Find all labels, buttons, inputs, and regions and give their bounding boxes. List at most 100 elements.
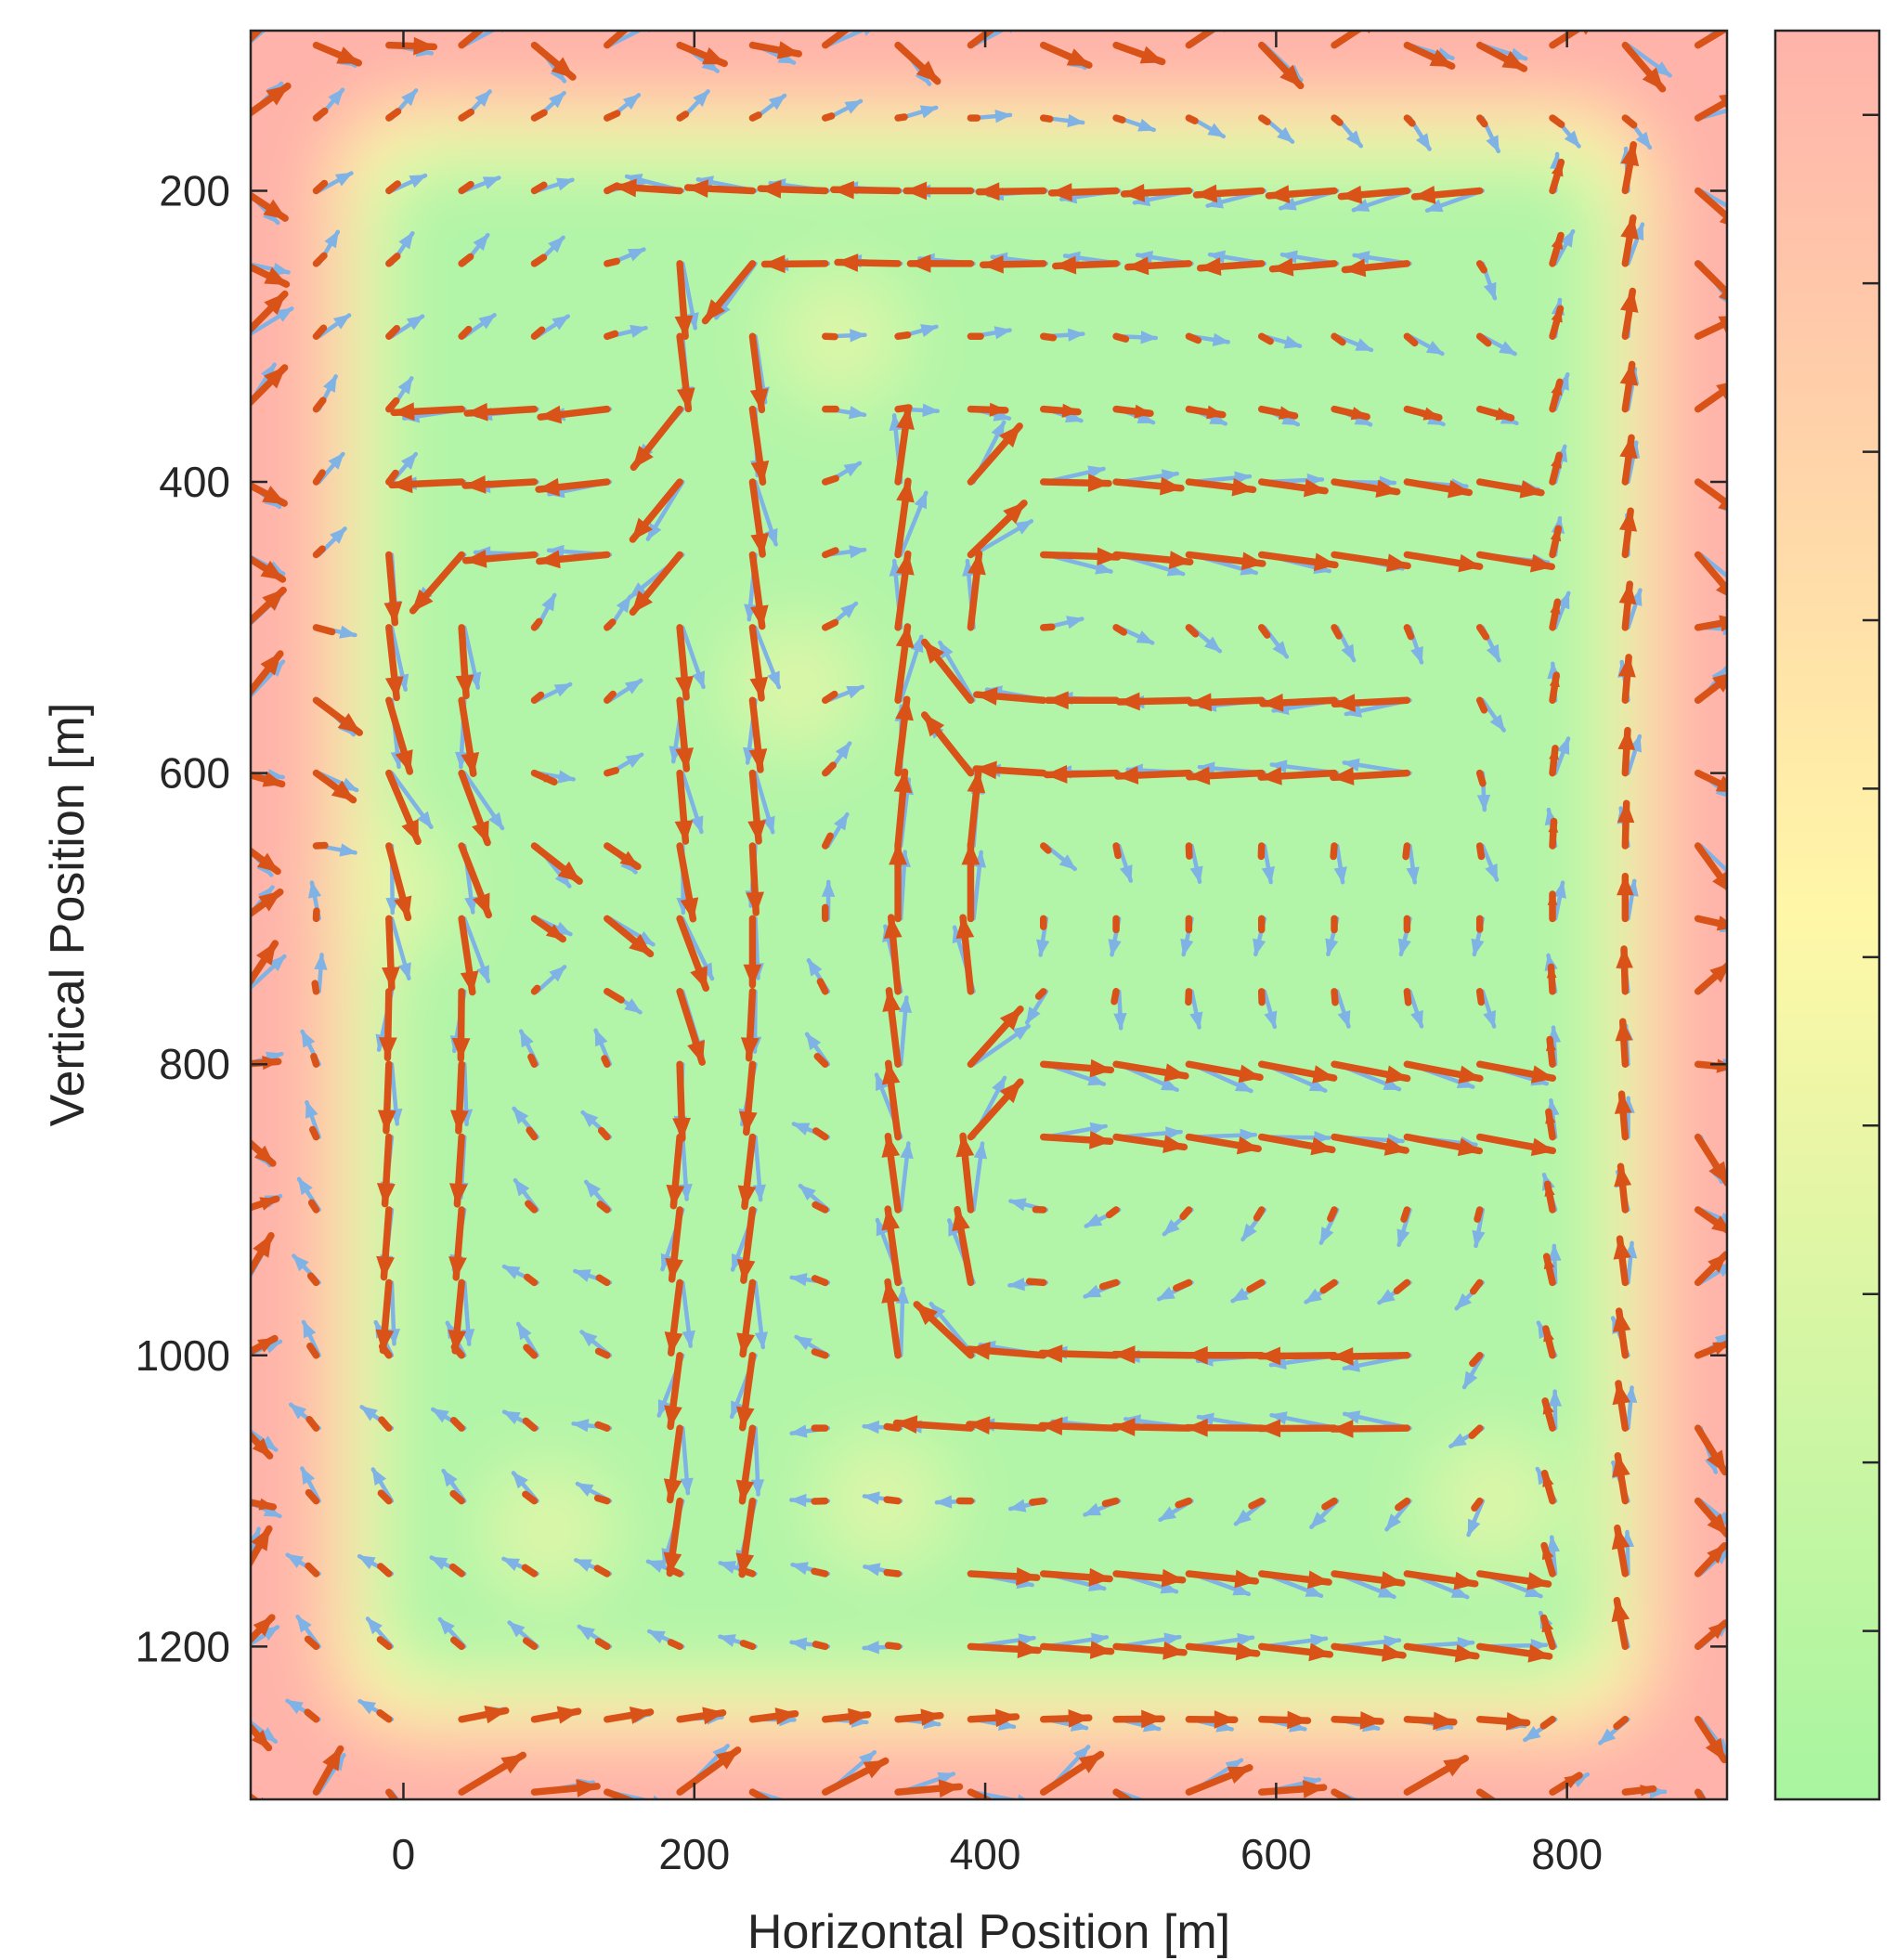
arrow-head — [1231, 477, 1255, 497]
arrow-head — [1477, 924, 1483, 931]
arrow-head — [1642, 67, 1664, 91]
arrow-head — [934, 1495, 953, 1509]
arrow-head — [1433, 1711, 1456, 1731]
arrow-head — [525, 1345, 532, 1353]
arrow-head — [524, 1493, 531, 1499]
arrow-head — [748, 748, 768, 772]
arrow-head — [473, 892, 490, 917]
vector-arrow — [1039, 114, 1054, 123]
arrow-head — [1719, 10, 1735, 27]
vector-arrow — [385, 769, 422, 845]
vector-arrow — [1471, 1497, 1484, 1512]
vector-arrow — [530, 617, 543, 631]
arrow-head — [1718, 316, 1727, 333]
arrow-head — [1471, 938, 1485, 956]
vector-arrow — [530, 915, 566, 943]
vector-arrow — [377, 1489, 393, 1505]
arrow-head — [378, 1711, 385, 1718]
arrow-head — [1090, 1632, 1109, 1646]
vector-arrow — [251, 1334, 279, 1356]
arrow-head — [896, 479, 915, 503]
vector-arrow — [1183, 1418, 1266, 1437]
arrow-head — [310, 1201, 316, 1207]
vector-arrow — [1039, 332, 1058, 342]
arrow-head — [831, 180, 854, 200]
vector-arrow — [1475, 696, 1488, 714]
arrow-head — [625, 753, 643, 768]
arrow-head — [1115, 850, 1120, 858]
vector-arrow — [822, 618, 839, 631]
arrow-head — [324, 626, 334, 633]
arrow-head — [1186, 997, 1191, 1005]
arrow-head — [1383, 1137, 1409, 1156]
vector-arrow — [604, 330, 619, 341]
arrow-head — [1551, 380, 1563, 396]
arrow-head — [1234, 1509, 1252, 1525]
arrow-head — [1416, 133, 1431, 151]
arrow-head — [1100, 1281, 1110, 1288]
vector-arrow — [812, 1641, 829, 1651]
arrow-head — [273, 7, 290, 23]
vector-arrow — [1112, 624, 1128, 636]
arrow-head — [449, 1110, 469, 1133]
arrow-head — [380, 1418, 387, 1425]
arrow-head — [1203, 636, 1222, 653]
arrow-head — [1196, 1412, 1214, 1426]
vector-arrow — [1185, 1710, 1239, 1729]
vector-arrow — [894, 623, 915, 704]
vector-arrow — [1552, 736, 1571, 775]
vector-arrow — [596, 1201, 611, 1214]
arrow-head — [692, 670, 706, 689]
heat-pocket — [323, 824, 454, 955]
vector-arrow — [748, 1788, 773, 1799]
arrow-head — [827, 763, 835, 771]
x-tick-label: 0 — [392, 1830, 416, 1878]
vector-arrow — [748, 624, 769, 702]
vector-arrow — [1334, 989, 1351, 1029]
arrow-head — [463, 474, 487, 494]
vector-arrow — [675, 696, 695, 772]
arrow-head — [394, 895, 412, 920]
arrow-shaft — [1694, 318, 1727, 341]
arrow-head — [847, 1707, 870, 1726]
arrow-head — [1230, 1287, 1249, 1303]
arrow-head — [980, 254, 1004, 274]
vector-arrow — [1039, 41, 1093, 69]
vector-arrow — [967, 1640, 1042, 1659]
arrow-head — [1546, 965, 1557, 979]
arrow-head — [1613, 1309, 1631, 1332]
arrow-head — [967, 1342, 991, 1360]
arrow-head — [967, 770, 986, 794]
vector-arrow — [1615, 1018, 1633, 1068]
vector-arrow — [1113, 989, 1127, 1031]
vector-arrow — [1694, 260, 1727, 301]
arrow-head — [849, 545, 867, 559]
arrow-head — [553, 683, 573, 697]
arrow-head — [328, 88, 344, 106]
vector-arrow — [1331, 694, 1411, 713]
arrow-head — [844, 99, 863, 114]
heat-pocket — [484, 1464, 615, 1595]
arrow-head — [1476, 794, 1491, 812]
vector-arrow — [1475, 1642, 1553, 1663]
vector-arrow — [530, 691, 545, 704]
arrow-head — [1478, 850, 1483, 859]
arrow-head — [632, 4, 656, 25]
arrow-head — [821, 879, 836, 897]
arrow-head — [750, 604, 769, 629]
vector-arrow — [1185, 405, 1227, 420]
vector-arrow — [604, 988, 625, 1004]
vector-arrow — [1110, 988, 1120, 1006]
arrow-head — [409, 175, 427, 188]
arrow-shaft — [604, 1788, 637, 1799]
vector-arrow — [738, 1566, 757, 1577]
vector-arrow — [884, 1642, 902, 1651]
vector-arrow — [971, 1023, 1031, 1067]
arrow-head — [1053, 255, 1077, 275]
arrow-head — [330, 526, 346, 544]
vector-arrow — [1618, 507, 1638, 559]
vector-arrow — [1112, 1133, 1188, 1154]
arrow-head — [749, 676, 769, 700]
vector-arrow — [448, 1206, 467, 1281]
